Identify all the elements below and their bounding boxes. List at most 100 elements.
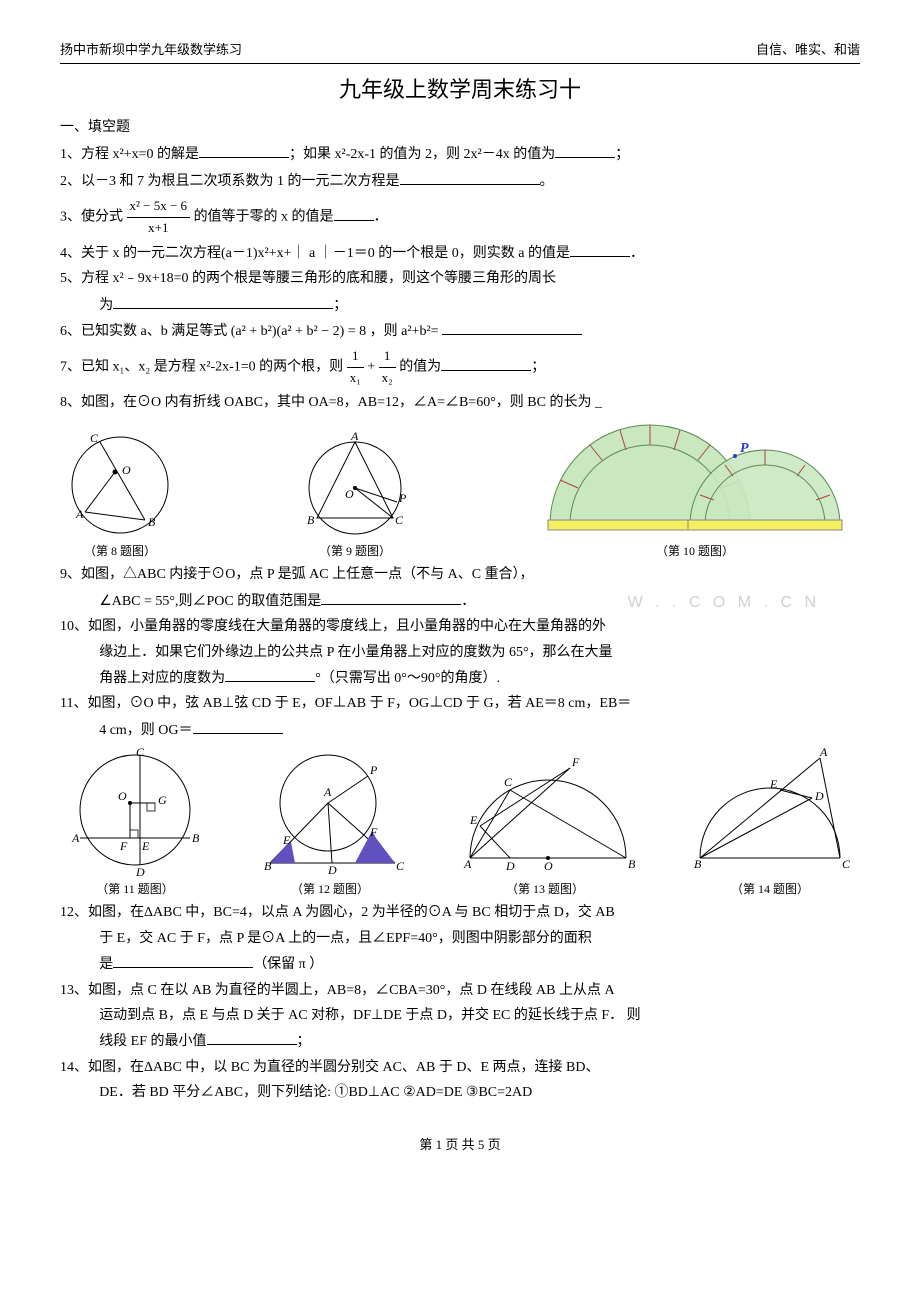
svg-text:F: F <box>571 755 580 769</box>
question-14b: DE．若 BD 平分∠ABC，则下列结论: ①BD⊥AC ②AD=DE ③BC=… <box>60 1082 860 1104</box>
q1-text-a: 1、方程 x²+x=0 的解是 <box>60 147 199 162</box>
question-11b: 4 cm，则 OG＝ <box>60 719 860 742</box>
q3-text-b: 的值等于零的 x 的值是 <box>194 210 334 225</box>
q13-line2: 运动到点 B，点 E 与点 D 关于 AC 对称，DF⊥DE 于点 D，并交 E… <box>99 1008 641 1023</box>
question-1: 1、方程 x²+x=0 的解是 ；如果 x²-2x-1 的值为 2，则 2x²－4… <box>60 143 860 166</box>
q12-line3-pre: 是 <box>99 957 113 972</box>
fig12-svg: A B C D E F P <box>250 748 410 878</box>
frac-bot: x+1 <box>127 218 191 239</box>
q9-line2: ∠ABC = 55°,则∠POC 的取值范围是 <box>99 594 321 609</box>
question-13: 13、如图，点 C 在以 AB 为直径的半圆上，AB=8，∠CBA=30°，点 … <box>60 980 860 1002</box>
svg-text:A: A <box>350 430 359 443</box>
svg-text:P: P <box>369 763 378 777</box>
question-10: 10、如图，小量角器的零度线在大量角器的零度线上，且小量角器的中心在大量角器的外 <box>60 616 860 638</box>
question-12c: 是 （保留 π ） <box>60 953 860 976</box>
blank <box>207 1030 297 1045</box>
blank <box>321 590 461 605</box>
svg-text:O: O <box>122 463 131 477</box>
svg-text:C: C <box>395 513 404 527</box>
svg-text:E: E <box>769 777 778 791</box>
q13-line3-pre: 线段 EF 的最小值 <box>99 1034 206 1049</box>
svg-text:G: G <box>158 793 167 807</box>
q4-text: 4、关于 x 的一元二次方程(a－1)x²+x+｜ a ｜－1＝0 的一个根是 … <box>60 246 570 261</box>
blank <box>441 356 531 371</box>
question-2: 2、以－3 和 7 为根且二次项系数为 1 的一元二次方程是。 <box>60 170 860 193</box>
q3-text-a: 3、使分式 <box>60 210 123 225</box>
frac-top: 1 <box>347 346 364 368</box>
fig13-label: （第 13 题图） <box>450 880 640 899</box>
q2-text-a: 2、以－3 和 7 为根且二次项系数为 1 的一元二次方程是 <box>60 174 400 189</box>
q4-end: ． <box>630 246 644 261</box>
svg-text:A: A <box>75 507 84 521</box>
q3-fraction: x² − 5x − 6 x+1 <box>127 196 191 239</box>
figure-8: O A B C （第 8 题图） <box>60 430 180 561</box>
q9-line2-end: ． <box>461 594 475 609</box>
q1-text-b: ；如果 x²-2x-1 的值为 2，则 2x²－4x 的值为 <box>289 147 555 162</box>
svg-text:B: B <box>628 857 636 871</box>
fig14-svg: B C A D E <box>680 748 860 878</box>
q10-line2: 缘边上．如果它们外缘边上的公共点 P 在小量角器上对应的度数为 65°，那么在大… <box>99 645 612 660</box>
svg-text:B: B <box>264 859 272 873</box>
q7-plus: + <box>367 360 378 375</box>
question-6: 6、已知实数 a、b 满足等式 (a² + b²)(a² + b² − 2) =… <box>60 320 860 343</box>
question-10c: 角器上对应的度数为 °（只需写出 0°～90°的角度）. <box>60 667 860 690</box>
question-7: 7、已知 x₁、x₂ 是方程 x²-2x-1=0 的两个根，则 1 x₁ + 1… <box>60 346 860 389</box>
q3-text-c: ． <box>374 210 388 225</box>
svg-text:E: E <box>282 833 291 847</box>
q5-line2-pre: 为 <box>99 298 113 313</box>
q7-frac2: 1 x₂ <box>379 346 396 389</box>
fig11-label: （第 11 题图） <box>60 880 210 899</box>
q5-line2-end: ； <box>333 298 347 313</box>
frac-top: x² − 5x − 6 <box>127 196 191 218</box>
blank <box>199 143 289 158</box>
q7-text-b: 的值为 <box>399 360 441 375</box>
q12-line3-end: （保留 π ） <box>253 957 323 972</box>
fig9-label: （第 9 题图） <box>295 542 415 561</box>
page-footer: 第 1 页 共 5 页 <box>60 1135 860 1156</box>
question-13c: 线段 EF 的最小值； <box>60 1030 860 1053</box>
section-1-heading: 一、填空题 <box>60 117 860 139</box>
q13-line1: 13、如图，点 C 在以 AB 为直径的半圆上，AB=8，∠CBA=30°，点 … <box>60 983 615 998</box>
svg-text:A: A <box>463 857 472 871</box>
question-5b: 为； <box>60 294 860 317</box>
q10-line3-end: °（只需写出 0°～90°的角度）. <box>315 671 500 686</box>
figure-14: B C A D E （第 14 题图） <box>680 748 860 899</box>
question-12: 12、如图，在ΔABC 中，BC=4，以点 A 为圆心，2 为半径的⊙A 与 B… <box>60 902 860 924</box>
svg-text:C: C <box>504 775 513 789</box>
svg-text:B: B <box>192 831 200 845</box>
blank <box>442 320 582 335</box>
svg-text:D: D <box>505 859 515 873</box>
question-4: 4、关于 x 的一元二次方程(a－1)x²+x+｜ a ｜－1＝0 的一个根是 … <box>60 242 860 265</box>
fig13-svg: A B C D E F O <box>450 748 640 878</box>
figure-9: O A B C P （第 9 题图） <box>295 430 415 561</box>
svg-text:A: A <box>71 831 80 845</box>
question-9b: ∠ABC = 55°,则∠POC 的取值范围是 ． <box>60 590 860 613</box>
question-3: 3、使分式 x² − 5x − 6 x+1 的值等于零的 x 的值是 ． <box>60 196 860 239</box>
q10-line3-pre: 角器上对应的度数为 <box>99 671 225 686</box>
svg-text:B: B <box>148 515 156 529</box>
svg-text:P: P <box>740 441 749 456</box>
blank <box>193 719 283 734</box>
svg-text:B: B <box>694 857 702 871</box>
blank <box>555 143 615 158</box>
figure-11: O A B C D F E G （第 11 题图） <box>60 748 210 899</box>
fig11-svg: O A B C D F E G <box>60 748 210 878</box>
svg-text:C: C <box>842 857 851 871</box>
header-right: 自信、唯实、和谐 <box>756 40 860 61</box>
figure-10: P （第 10 题图） <box>530 420 860 561</box>
q8-text: 8、如图，在⊙O 内有折线 OABC，其中 OA=8，AB=12，∠A=∠B=6… <box>60 395 602 410</box>
svg-text:D: D <box>135 865 145 878</box>
question-13b: 运动到点 B，点 E 与点 D 关于 AC 对称，DF⊥DE 于点 D，并交 E… <box>60 1005 860 1027</box>
q7-end: ； <box>531 360 545 375</box>
q14-line1: 14、如图，在ΔABC 中，以 BC 为直径的半圆分别交 AC、AB 于 D、E… <box>60 1060 599 1075</box>
svg-text:D: D <box>814 789 824 803</box>
figure-12: A B C D E F P （第 12 题图） <box>250 748 410 899</box>
svg-text:A: A <box>819 748 828 759</box>
svg-text:F: F <box>369 825 378 839</box>
blank <box>113 953 253 968</box>
q1-text-c: ； <box>615 147 629 162</box>
figure-row-1: O A B C （第 8 题图） O A B C P （第 9 题图） <box>60 420 860 561</box>
svg-text:D: D <box>327 863 337 877</box>
fig10-svg: P <box>530 420 860 540</box>
figure-13: A B C D E F O （第 13 题图） <box>450 748 640 899</box>
